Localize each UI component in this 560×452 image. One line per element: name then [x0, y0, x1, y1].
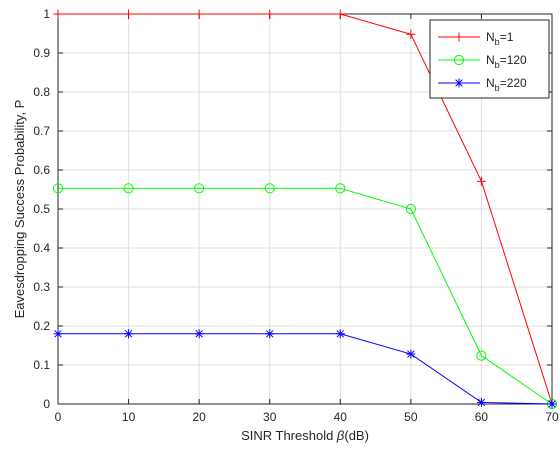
- y-tick-label: 0.5: [33, 202, 50, 216]
- series-2: [53, 329, 557, 409]
- data-point: [335, 329, 345, 339]
- y-tick-label: 0.7: [33, 124, 50, 138]
- data-point: [265, 329, 275, 339]
- data-point: [476, 397, 486, 407]
- data-point: [194, 183, 205, 194]
- y-tick-label: 0: [43, 397, 50, 411]
- legend-label: Nb=1: [486, 30, 514, 47]
- x-tick-label: 30: [263, 410, 277, 424]
- y-axis-label: Eavesdropping Success Probability, P: [12, 100, 27, 319]
- y-tick-label: 0.8: [33, 85, 50, 99]
- x-axis-label-symbol: β: [336, 428, 345, 443]
- data-point: [53, 9, 63, 19]
- data-point: [53, 329, 63, 339]
- x-tick-label: 70: [545, 410, 559, 424]
- data-point: [547, 399, 557, 409]
- series-line: [58, 187, 553, 405]
- x-tick-label: 60: [475, 410, 489, 424]
- legend-marker: [454, 32, 464, 42]
- legend-label: Nb=120: [486, 53, 527, 70]
- data-point: [476, 176, 486, 186]
- x-axis-label: SINR Threshold β(dB): [241, 428, 369, 443]
- x-tick-label: 20: [192, 410, 206, 424]
- x-axis-label-prefix: SINR Threshold: [241, 428, 337, 443]
- legend-marker: [453, 54, 465, 66]
- series-line: [58, 13, 553, 405]
- data-point: [124, 9, 134, 19]
- y-tick-label: 0.1: [33, 358, 50, 372]
- y-tick-label: 0.4: [33, 241, 50, 255]
- series-group: [52, 9, 558, 410]
- x-axis-label-suffix: (dB): [344, 428, 369, 443]
- y-tick-label: 0.2: [33, 319, 50, 333]
- y-tick-label: 0.6: [33, 163, 50, 177]
- data-point: [194, 9, 204, 19]
- legend: Nb=1 Nb=120 Nb=220: [429, 19, 550, 99]
- data-point: [194, 329, 204, 339]
- data-point: [335, 183, 346, 194]
- data-point: [335, 9, 345, 19]
- data-point: [406, 29, 416, 39]
- y-tick-label: 1: [43, 7, 50, 21]
- x-tick-label: 0: [55, 410, 62, 424]
- x-tick-label: 40: [334, 410, 348, 424]
- y-tick-label: 0.9: [33, 46, 50, 60]
- legend-item: Nb=1: [438, 30, 514, 47]
- legend-item: Nb=120: [438, 53, 527, 70]
- y-tick-label: 0.3: [33, 280, 50, 294]
- x-tick-label: 50: [404, 410, 418, 424]
- data-point: [406, 349, 416, 359]
- axis-ticks: 0 10 20 30 40 50 60 70 0 0.1 0.2 0.3 0.4 0.5 0.6 0.7 0.8…: [33, 7, 559, 424]
- legend-marker: [454, 78, 464, 88]
- data-point: [52, 183, 64, 194]
- legend-label: Nb=220: [486, 76, 527, 93]
- data-point: [476, 350, 487, 361]
- x-tick-label: 10: [122, 410, 136, 424]
- data-point: [123, 183, 134, 194]
- data-point: [264, 183, 275, 194]
- series-line: [58, 333, 553, 405]
- data-point: [265, 9, 275, 19]
- legend-box: [429, 19, 550, 99]
- data-point: [124, 329, 134, 339]
- data-point: [405, 203, 416, 215]
- legend-item: Nb=220: [438, 76, 527, 93]
